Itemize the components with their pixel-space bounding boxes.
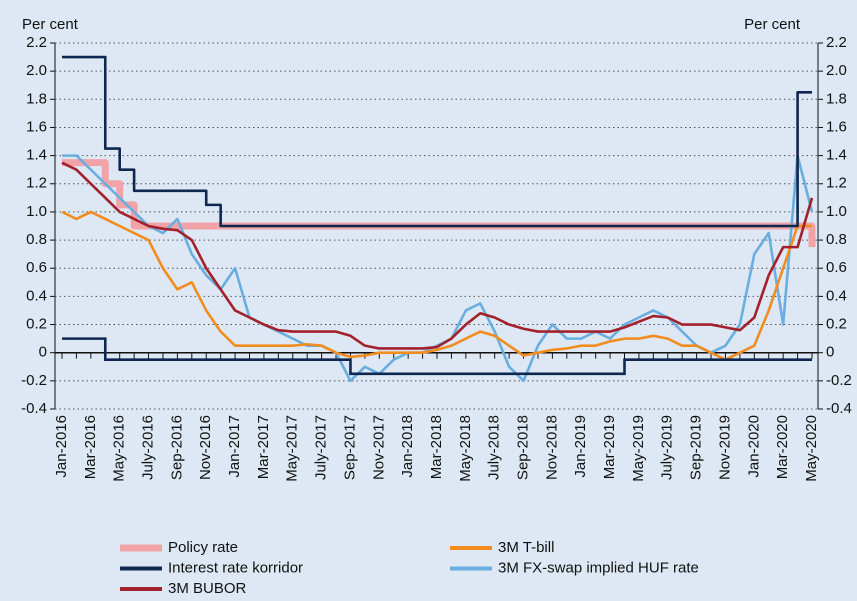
x-tick-label: July-2017: [313, 415, 330, 480]
x-tick-label: Jan-2017: [226, 415, 243, 478]
x-tick-label: May-2020: [803, 415, 820, 482]
x-tick-label: Nov-2016: [197, 415, 214, 480]
y-tick-label: 1.6: [26, 118, 47, 135]
y2-tick-label: 0.4: [826, 287, 847, 304]
y-tick-label: 2.2: [26, 34, 47, 51]
series-line: [62, 55, 812, 228]
legend-label: Interest rate korridor: [168, 559, 303, 576]
legend-label: 3M T-bill: [498, 539, 554, 556]
y2-tick-label: 1.0: [826, 203, 847, 220]
x-tick-label: Jan-2018: [399, 415, 416, 478]
y2-tick-label: -0.4: [826, 400, 852, 417]
legend-label: Policy rate: [168, 539, 238, 556]
x-tick-label: May-2019: [630, 415, 647, 482]
y-tick-label: -0.4: [21, 400, 47, 417]
x-tick-label: Sep-2018: [515, 415, 532, 480]
x-tick-label: Mar-2019: [601, 415, 618, 479]
x-tick-label: Jan-2020: [745, 415, 762, 478]
x-tick-label: Jan-2019: [572, 415, 589, 478]
y-tick-label: 0.6: [26, 259, 47, 276]
x-tick-label: Mar-2017: [255, 415, 272, 479]
y-tick-label: 1.0: [26, 203, 47, 220]
y2-tick-label: 0.2: [826, 316, 847, 333]
x-tick-label: July-2019: [659, 415, 676, 480]
y2-tick-label: -0.2: [826, 372, 852, 389]
x-tick-label: Sep-2019: [688, 415, 705, 480]
y2-tick-label: 0: [826, 344, 834, 361]
y2-tick-label: 0.8: [826, 231, 847, 248]
series-line: [61, 210, 812, 362]
y-tick-label: 1.8: [26, 90, 47, 107]
y-tick-label: 2.0: [26, 62, 47, 79]
y2-tick-label: 1.2: [826, 175, 847, 192]
x-tick-label: Mar-2020: [774, 415, 791, 479]
x-tick-label: May-2016: [111, 415, 128, 482]
x-tick-label: July-2016: [140, 415, 157, 480]
x-tick-label: May-2018: [457, 415, 474, 482]
y2-tick-label: 2.2: [826, 34, 847, 51]
series-line-lower: [62, 337, 812, 376]
x-tick-label: Sep-2016: [168, 415, 185, 480]
y-tick-label: 1.4: [26, 147, 47, 164]
x-tick-label: Sep-2017: [341, 415, 358, 480]
y-tick-label: 0.4: [26, 287, 47, 304]
y-tick-label: -0.2: [21, 372, 47, 389]
y2-tick-label: 2.0: [826, 62, 847, 79]
y2-tick-label: 1.4: [826, 147, 847, 164]
x-tick-label: Mar-2016: [82, 415, 99, 479]
x-tick-label: Jan-2016: [53, 415, 70, 478]
y2-tick-label: 1.6: [826, 118, 847, 135]
x-tick-label: Nov-2019: [716, 415, 733, 480]
x-tick-label: July-2018: [486, 415, 503, 480]
y-tick-label: 1.2: [26, 175, 47, 192]
y-tick-label: 0.2: [26, 316, 47, 333]
x-tick-label: Nov-2017: [370, 415, 387, 480]
series-line: [61, 161, 814, 350]
y2-tick-label: 1.8: [826, 90, 847, 107]
legend-label: 3M FX-swap implied HUF rate: [498, 559, 699, 576]
legend-label: 3M BUBOR: [168, 580, 247, 597]
x-tick-label: May-2017: [284, 415, 301, 482]
y-axis-label: Per cent: [22, 16, 79, 33]
y2-tick-label: 0.6: [826, 259, 847, 276]
y-tick-label: 0: [39, 344, 47, 361]
x-tick-label: Nov-2018: [543, 415, 560, 480]
x-tick-label: Mar-2018: [428, 415, 445, 479]
y2-axis-label: Per cent: [744, 16, 801, 33]
y-tick-label: 0.8: [26, 231, 47, 248]
